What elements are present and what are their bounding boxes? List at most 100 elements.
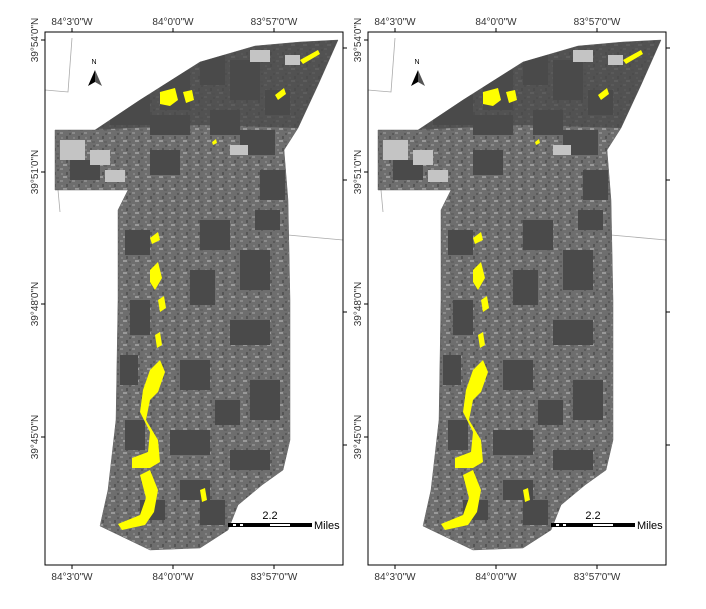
- highlighted-feature: [523, 488, 530, 502]
- dark-field: [523, 500, 548, 525]
- county-boundary-line: [283, 189, 344, 241]
- lon-label-top: 84°3'0"W: [374, 17, 416, 28]
- scale-unit: Miles: [314, 520, 340, 532]
- lon-label-bottom: 84°0'0"W: [152, 572, 194, 583]
- highlighted-feature: [300, 50, 320, 64]
- highlighted-feature: [132, 360, 165, 468]
- dark-field: [473, 150, 503, 175]
- highlighted-feature: [473, 232, 483, 244]
- lon-label-bottom: 84°3'0"W: [51, 572, 93, 583]
- light-field: [105, 170, 125, 182]
- highlighted-feature: [118, 470, 158, 530]
- map-panel-left: 84°3'0"W 84°3'0"W 84°0'0"W 84°0'0"W 83°57'0"…: [30, 17, 347, 583]
- lat-label-left: 39°54'0"N: [353, 18, 364, 63]
- scale-unit: Miles: [637, 520, 663, 532]
- light-field: [428, 170, 448, 182]
- highlighted-feature: [158, 296, 166, 312]
- dark-field: [215, 400, 240, 425]
- north-arrow-left: [411, 70, 418, 86]
- dark-field: [150, 115, 190, 135]
- map-panel-right: 84°3'0"W 84°3'0"W 84°0'0"W 84°0'0"W 83°57'0"…: [353, 17, 670, 583]
- highlighted-feature: [506, 90, 517, 103]
- highlighted-feature: [478, 332, 485, 348]
- light-field: [285, 55, 300, 65]
- dark-field: [473, 115, 513, 135]
- highlighted-feature: [183, 90, 194, 103]
- dark-field: [210, 110, 240, 135]
- light-field: [573, 50, 593, 62]
- dark-field: [433, 95, 473, 125]
- scale-bar-segment: [556, 524, 559, 526]
- lat-label-left: 39°48'0"N: [30, 282, 41, 327]
- highlighted-feature: [212, 139, 217, 145]
- lat-label-left: 39°45'0"N: [353, 415, 364, 460]
- scale-bar-segment: [593, 524, 613, 526]
- lon-label-top: 84°3'0"W: [51, 17, 93, 28]
- north-arrow-left: [88, 70, 95, 86]
- dark-field: [578, 210, 603, 230]
- scale-value: 2.2: [262, 510, 277, 522]
- north-label: N: [414, 59, 419, 66]
- dark-field: [250, 380, 280, 420]
- dark-field: [443, 355, 461, 385]
- lon-label-top: 83°57'0"W: [574, 17, 621, 28]
- light-field: [60, 140, 85, 160]
- highlighted-feature: [160, 88, 178, 106]
- county-boundary-line: [367, 37, 396, 93]
- highlighted-feature: [535, 139, 540, 145]
- dark-field: [538, 400, 563, 425]
- north-arrow-icon: N: [88, 59, 102, 86]
- lat-label-left: 39°51'0"N: [353, 150, 364, 195]
- county-boundary-line: [57, 189, 61, 213]
- scale-bar-segment: [270, 524, 290, 526]
- north-arrow-right: [418, 70, 425, 86]
- dark-field: [230, 60, 260, 100]
- lon-label-bottom: 83°57'0"W: [574, 572, 621, 583]
- dark-field: [255, 210, 280, 230]
- dark-field: [453, 300, 473, 335]
- lon-label-top: 83°57'0"W: [251, 17, 298, 28]
- county-boundary-line: [44, 37, 73, 93]
- scale-bar-segment: [233, 524, 236, 526]
- highlighted-feature: [455, 360, 488, 468]
- light-field: [553, 145, 571, 155]
- highlighted-feature: [200, 488, 207, 502]
- highlighted-feature: [473, 262, 485, 290]
- lon-label-top: 84°0'0"W: [475, 17, 517, 28]
- lon-label-bottom: 83°57'0"W: [251, 572, 298, 583]
- dark-field: [503, 360, 533, 390]
- dark-field: [513, 270, 538, 305]
- dark-field: [125, 420, 145, 450]
- dark-field: [200, 220, 230, 250]
- dark-field: [200, 55, 225, 85]
- scale-bar-segment: [563, 524, 566, 526]
- highlighted-feature: [623, 50, 643, 64]
- dark-field: [563, 250, 593, 290]
- dark-field: [553, 60, 583, 100]
- dark-field: [493, 430, 533, 455]
- lon-label-bottom: 84°3'0"W: [374, 572, 416, 583]
- county-boundary-line: [606, 189, 667, 241]
- dark-field: [260, 170, 285, 200]
- dark-field: [230, 450, 270, 470]
- dark-field: [230, 320, 270, 345]
- lon-label-top: 84°0'0"W: [152, 17, 194, 28]
- dark-field: [523, 220, 553, 250]
- lat-label-left: 39°48'0"N: [353, 282, 364, 327]
- dark-field: [448, 230, 473, 255]
- dark-field: [200, 500, 225, 525]
- dark-field: [240, 250, 270, 290]
- dark-field: [573, 380, 603, 420]
- dark-field: [190, 270, 215, 305]
- dark-field: [553, 450, 593, 470]
- highlighted-feature: [481, 296, 489, 312]
- highlighted-feature: [598, 88, 609, 100]
- dark-field: [180, 360, 210, 390]
- highlighted-feature: [275, 88, 286, 100]
- highlighted-feature: [155, 332, 162, 348]
- map-frame: [367, 31, 667, 566]
- light-field: [230, 145, 248, 155]
- light-field: [608, 55, 623, 65]
- scale-bar: 2.2 Miles: [551, 510, 663, 532]
